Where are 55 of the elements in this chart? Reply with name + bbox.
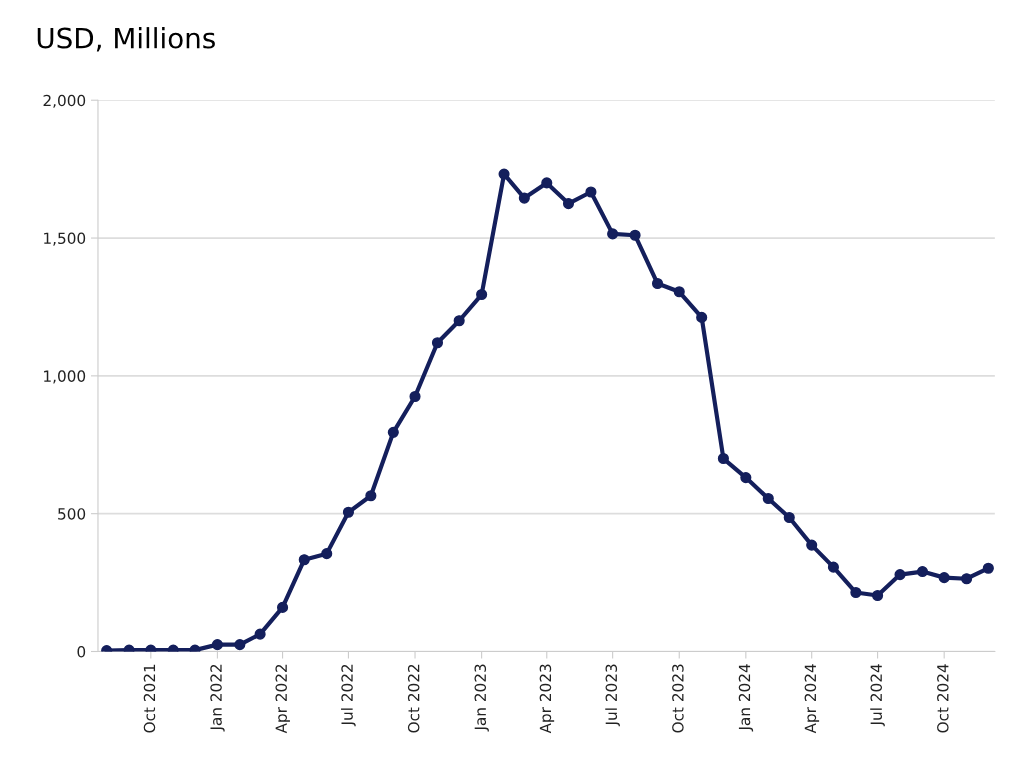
point <box>387 426 399 438</box>
point <box>806 539 818 551</box>
point <box>298 554 310 566</box>
y-tick-label: 1,000 <box>44 370 86 384</box>
point <box>431 337 444 349</box>
point <box>541 177 553 189</box>
point <box>607 228 619 240</box>
point <box>518 192 530 204</box>
point <box>894 569 906 581</box>
point <box>342 506 354 518</box>
point <box>453 315 465 327</box>
x-tick-label: Oct 2024 <box>937 664 949 733</box>
chart-title: USD, Millions <box>37 27 215 52</box>
x-tick-label: Oct 2021 <box>143 664 156 733</box>
x-tick-label: Jan 2024 <box>738 664 754 732</box>
y-tick-label: 2,000 <box>43 94 86 108</box>
point <box>872 589 884 602</box>
x-tick-label: Jul 2023 <box>605 664 620 727</box>
point <box>585 186 597 198</box>
x-tick-label: Oct 2022 <box>407 664 420 733</box>
x-tick-label: Jan 2022 <box>210 664 225 732</box>
x-tick-label: Jan 2023 <box>474 664 489 732</box>
point <box>365 490 377 502</box>
point <box>498 168 510 180</box>
x-tick-label: Jul 2024 <box>870 664 885 727</box>
point <box>696 311 708 323</box>
point <box>409 390 421 403</box>
point <box>783 511 795 524</box>
point <box>850 586 862 599</box>
point <box>938 572 950 584</box>
point <box>982 562 994 574</box>
point <box>629 229 641 241</box>
point <box>476 288 488 301</box>
point <box>211 639 223 651</box>
y-tick-label: 0 <box>77 645 86 658</box>
point <box>827 561 839 573</box>
y-tick-label: 1,500 <box>44 232 86 246</box>
point <box>651 277 664 290</box>
point <box>916 566 929 578</box>
point <box>254 628 266 640</box>
x-tick-label: Jul 2022 <box>341 664 356 727</box>
x-tick-label: Apr 2024 <box>804 664 820 734</box>
point <box>234 639 246 651</box>
y-tick-label: 500 <box>58 508 86 520</box>
x-tick-label: Oct 2023 <box>672 664 684 733</box>
point <box>717 452 729 465</box>
point <box>740 472 752 484</box>
point <box>673 286 685 298</box>
point <box>562 198 575 210</box>
x-tick-label: Apr 2022 <box>275 664 290 734</box>
point <box>961 573 973 585</box>
x-tick-label: Apr 2023 <box>539 664 555 734</box>
point <box>277 601 289 613</box>
point <box>321 548 333 560</box>
point <box>762 492 774 505</box>
